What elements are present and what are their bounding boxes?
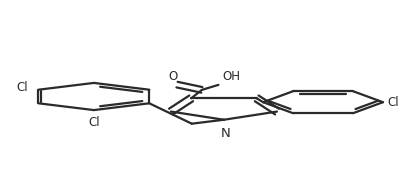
Text: Cl: Cl [16, 81, 28, 94]
Text: Cl: Cl [88, 116, 100, 129]
Text: OH: OH [222, 70, 241, 83]
Text: N: N [221, 127, 231, 140]
Text: O: O [168, 70, 178, 83]
Text: Cl: Cl [387, 96, 399, 109]
